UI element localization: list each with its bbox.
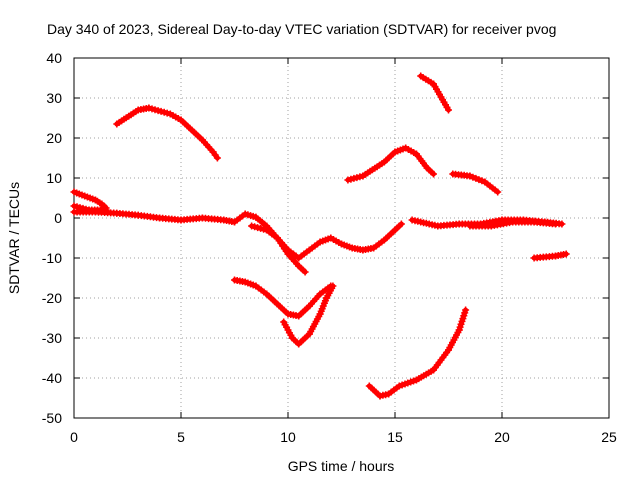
data-point <box>145 104 153 112</box>
y-tick-label: -40 <box>42 370 62 386</box>
data-point <box>462 306 470 314</box>
y-axis-label: SDTVAR / TECUs <box>6 182 22 294</box>
data-point <box>102 206 110 214</box>
data-point <box>157 107 165 115</box>
data-series-seg8 <box>344 144 437 184</box>
data-series-seg4 <box>113 104 221 162</box>
data-point <box>562 250 570 258</box>
x-tick-label: 5 <box>177 429 185 445</box>
data-point <box>445 106 452 114</box>
chart-title: Day 340 of 2023, Sidereal Day-to-day VTE… <box>47 21 556 37</box>
data-point <box>494 188 502 196</box>
data-point <box>163 109 171 117</box>
data-point <box>151 106 159 114</box>
y-tick-label: 10 <box>46 170 62 186</box>
series-line <box>366 307 469 399</box>
data-point <box>397 220 405 228</box>
data-series <box>70 72 570 400</box>
data-point <box>329 282 337 290</box>
data-point <box>301 268 309 276</box>
data-point <box>213 154 221 162</box>
y-tick-label: 30 <box>46 90 62 106</box>
data-series-seg2 <box>70 208 405 262</box>
y-tick-label: 40 <box>46 50 62 66</box>
data-series-seg14 <box>365 306 470 400</box>
axis-ticks: 0 5 10 15 20 25 -50 -40 -30 -20 -10 0 10 20 30 40 <box>42 50 617 445</box>
data-series-seg12 <box>466 218 559 230</box>
y-tick-label: -50 <box>42 410 62 426</box>
data-series-seg10 <box>449 170 502 196</box>
data-series-seg6 <box>248 222 309 276</box>
x-tick-label: 25 <box>601 429 617 445</box>
data-series-seg5 <box>231 276 335 320</box>
data-point <box>430 170 437 178</box>
data-point <box>552 220 559 228</box>
plot-frame <box>73 57 610 419</box>
data-series-seg9 <box>417 72 452 114</box>
x-tick-label: 0 <box>70 429 78 445</box>
x-axis-label: GPS time / hours <box>288 458 395 474</box>
y-tick-label: -20 <box>42 290 62 306</box>
y-tick-label: 0 <box>54 210 62 226</box>
grid <box>74 58 609 418</box>
x-tick-label: 15 <box>387 429 403 445</box>
y-tick-label: -30 <box>42 330 62 346</box>
data-series-seg7 <box>280 282 337 348</box>
x-tick-label: 10 <box>280 429 296 445</box>
data-series-seg13 <box>530 250 570 262</box>
data-point <box>558 220 566 228</box>
data-series-seg3 <box>70 202 110 214</box>
y-tick-label: -10 <box>42 250 62 266</box>
x-tick-label: 20 <box>494 429 510 445</box>
y-tick-label: 20 <box>46 130 62 146</box>
